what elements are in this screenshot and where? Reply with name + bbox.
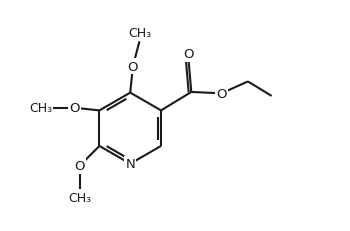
Text: O: O [183,48,194,61]
Text: O: O [69,102,80,115]
Text: CH₃: CH₃ [68,192,91,205]
Text: O: O [216,87,227,100]
Text: CH₃: CH₃ [128,27,151,40]
Text: N: N [125,158,135,170]
Text: CH₃: CH₃ [29,102,52,115]
Text: O: O [75,159,85,172]
Text: O: O [128,61,138,73]
